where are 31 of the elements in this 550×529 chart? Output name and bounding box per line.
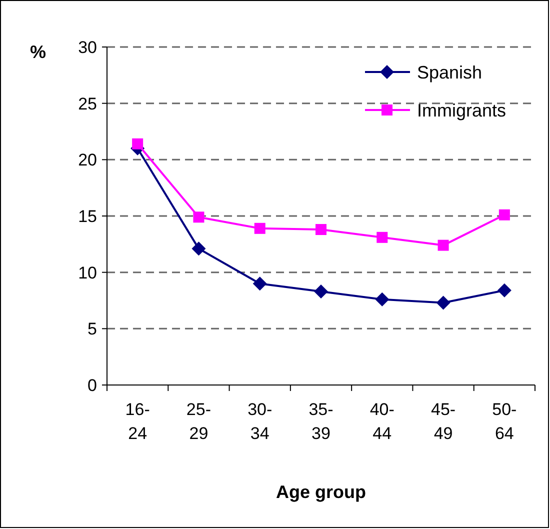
y-tick-label: 20: [78, 150, 97, 170]
y-tick-label: 0: [88, 376, 97, 395]
y-tick-label: 25: [78, 94, 97, 114]
x-tick-label: 40- 44: [370, 400, 394, 443]
y-tick-label: 30: [78, 38, 97, 57]
point: [316, 224, 326, 236]
point: [192, 242, 206, 256]
point: [376, 232, 388, 243]
legend-label: Spanish: [417, 62, 482, 82]
x-tick-label: 16- 24: [125, 400, 150, 443]
point: [375, 292, 390, 306]
y-tick-label: 15: [78, 206, 97, 226]
x-axis-title: Age group: [276, 482, 366, 502]
x-tick-label: 30- 34: [248, 400, 272, 443]
point: [498, 209, 510, 220]
y-axis-title: %: [30, 42, 46, 62]
point: [314, 284, 328, 298]
point: [254, 222, 266, 234]
point: [436, 296, 450, 310]
point: [193, 212, 204, 223]
x-tick-label: 25- 29: [186, 400, 212, 443]
point: [438, 240, 449, 251]
x-tick-label: 45- 49: [430, 400, 456, 443]
point: [132, 138, 144, 150]
y-tick-label: 10: [78, 263, 97, 282]
x-tick-label: 50- 64: [492, 400, 517, 443]
point: [252, 276, 267, 291]
point: [497, 283, 512, 298]
y-tick-label: 5: [88, 320, 97, 339]
legend-label: Immigrants: [417, 100, 506, 120]
x-tick-label: 35- 39: [308, 400, 334, 443]
